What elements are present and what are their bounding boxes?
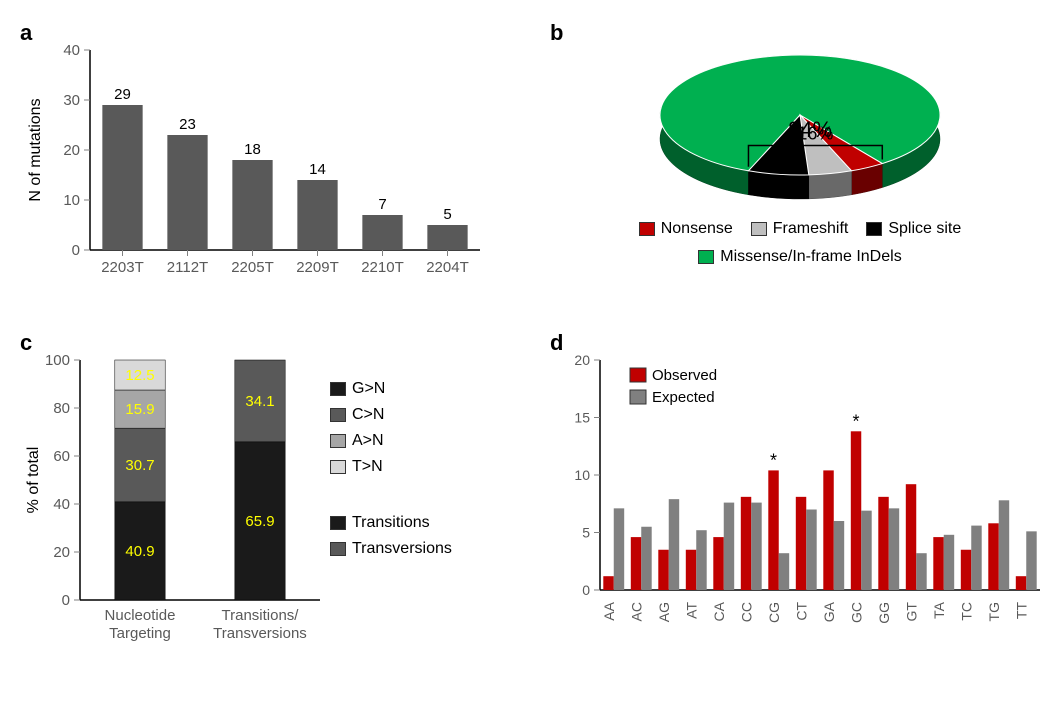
svg-text:Transversions: Transversions xyxy=(213,625,307,642)
svg-text:*: * xyxy=(770,450,777,470)
svg-text:AG: AG xyxy=(656,602,672,622)
svg-text:20: 20 xyxy=(63,142,80,159)
svg-text:TC: TC xyxy=(958,602,974,621)
svg-text:40.9: 40.9 xyxy=(125,543,154,560)
panel-b: b 84%16% Nonsense Frameshift Splice site Mi… xyxy=(550,20,1050,300)
svg-text:2112T: 2112T xyxy=(167,259,208,276)
svg-text:65.9: 65.9 xyxy=(245,513,274,530)
svg-text:15.9: 15.9 xyxy=(125,401,154,418)
svg-text:29: 29 xyxy=(114,86,131,103)
svg-text:CA: CA xyxy=(711,601,727,621)
panel-a: a 0 10 20 30 40 N of mutations 29 2203T 23 2112T 1… xyxy=(20,20,540,300)
svg-text:0: 0 xyxy=(72,242,80,259)
svg-text:34.1: 34.1 xyxy=(245,393,274,410)
panel-d: d 0 5 10 15 20 AA AC AG AT CA CC * CG CT GA * GC GG GT TA TC… xyxy=(550,330,1050,660)
chart-b-svg: 84%16% xyxy=(550,20,1030,220)
svg-text:2205T: 2205T xyxy=(231,259,274,276)
svg-text:16%: 16% xyxy=(797,124,833,144)
legend-item: Transitions xyxy=(330,514,452,532)
legend-item: C>N xyxy=(330,406,452,424)
svg-text:GC: GC xyxy=(848,602,864,623)
svg-text:AT: AT xyxy=(683,602,699,619)
svg-text:*: * xyxy=(853,411,860,431)
svg-text:12.5: 12.5 xyxy=(125,367,154,384)
svg-text:40: 40 xyxy=(63,42,80,59)
svg-text:TG: TG xyxy=(986,602,1002,621)
chart-c-legend: G>N C>N A>N T>N Transitions Transversions xyxy=(330,330,452,660)
svg-text:5: 5 xyxy=(443,206,451,223)
svg-text:GG: GG xyxy=(876,602,892,624)
svg-text:20: 20 xyxy=(53,544,70,561)
svg-text:5: 5 xyxy=(582,525,590,541)
chart-d-svg: 0 5 10 15 20 AA AC AG AT CA CC * CG CT GA * GC GG GT TA TC TG… xyxy=(550,330,1050,660)
svg-text:0: 0 xyxy=(62,592,70,609)
legend-item: Missense/In-frame InDels xyxy=(698,248,901,266)
svg-text:CC: CC xyxy=(738,602,754,622)
svg-text:30.7: 30.7 xyxy=(125,457,154,474)
legend-item: Nonsense xyxy=(639,220,733,238)
svg-text:GA: GA xyxy=(821,601,837,622)
panel-label-c: c xyxy=(20,330,32,356)
legend-item: G>N xyxy=(330,380,452,398)
panel-label-a: a xyxy=(20,20,32,46)
svg-text:0: 0 xyxy=(582,582,590,598)
svg-text:Transitions/: Transitions/ xyxy=(222,607,300,624)
legend-item: Frameshift xyxy=(751,220,849,238)
svg-text:2203T: 2203T xyxy=(101,259,144,276)
legend-item: A>N xyxy=(330,432,452,450)
svg-text:100: 100 xyxy=(45,352,70,369)
svg-text:CG: CG xyxy=(766,602,782,623)
svg-text:10: 10 xyxy=(574,467,590,483)
svg-text:GT: GT xyxy=(903,602,919,622)
svg-text:10: 10 xyxy=(63,192,80,209)
svg-text:Expected: Expected xyxy=(652,389,715,406)
svg-text:23: 23 xyxy=(179,116,196,133)
svg-text:2210T: 2210T xyxy=(361,259,404,276)
svg-text:AA: AA xyxy=(601,601,617,620)
svg-text:2209T: 2209T xyxy=(296,259,339,276)
legend-item: Transversions xyxy=(330,540,452,558)
panel-label-b: b xyxy=(550,20,563,46)
svg-text:18: 18 xyxy=(244,141,261,158)
svg-text:30: 30 xyxy=(63,92,80,109)
svg-text:% of total: % of total xyxy=(25,447,42,514)
svg-text:TT: TT xyxy=(1013,602,1029,620)
svg-text:N of mutations: N of mutations xyxy=(27,98,44,201)
legend-item: T>N xyxy=(330,458,452,476)
svg-text:14: 14 xyxy=(309,161,326,178)
svg-text:40: 40 xyxy=(53,496,70,513)
figure-grid: a 0 10 20 30 40 N of mutations 29 2203T 23 2112T 1… xyxy=(20,20,1030,660)
svg-text:80: 80 xyxy=(53,400,70,417)
panel-c: c 0 20 40 60 80 100 % of total 40.9 30.7 15.9 12.5… xyxy=(20,330,540,660)
chart-c-svg: 0 20 40 60 80 100 % of total 40.9 30.7 15.9 12.5 Nu… xyxy=(20,330,330,660)
svg-text:Targeting: Targeting xyxy=(109,625,171,642)
svg-text:TA: TA xyxy=(931,601,947,619)
svg-text:15: 15 xyxy=(574,410,590,426)
chart-a-svg: 0 10 20 30 40 N of mutations 29 2203T 23 2112T 18 2… xyxy=(20,20,490,300)
svg-text:7: 7 xyxy=(378,196,386,213)
svg-text:20: 20 xyxy=(574,352,590,368)
svg-text:Observed: Observed xyxy=(652,367,717,384)
chart-b-legend: Nonsense Frameshift Splice site Missense/In… xyxy=(550,220,1050,266)
legend-item: Splice site xyxy=(866,220,961,238)
svg-text:Nucleotide: Nucleotide xyxy=(105,607,176,624)
svg-text:CT: CT xyxy=(793,602,809,621)
svg-text:2204T: 2204T xyxy=(426,259,469,276)
svg-text:AC: AC xyxy=(628,602,644,621)
svg-text:60: 60 xyxy=(53,448,70,465)
panel-label-d: d xyxy=(550,330,563,356)
